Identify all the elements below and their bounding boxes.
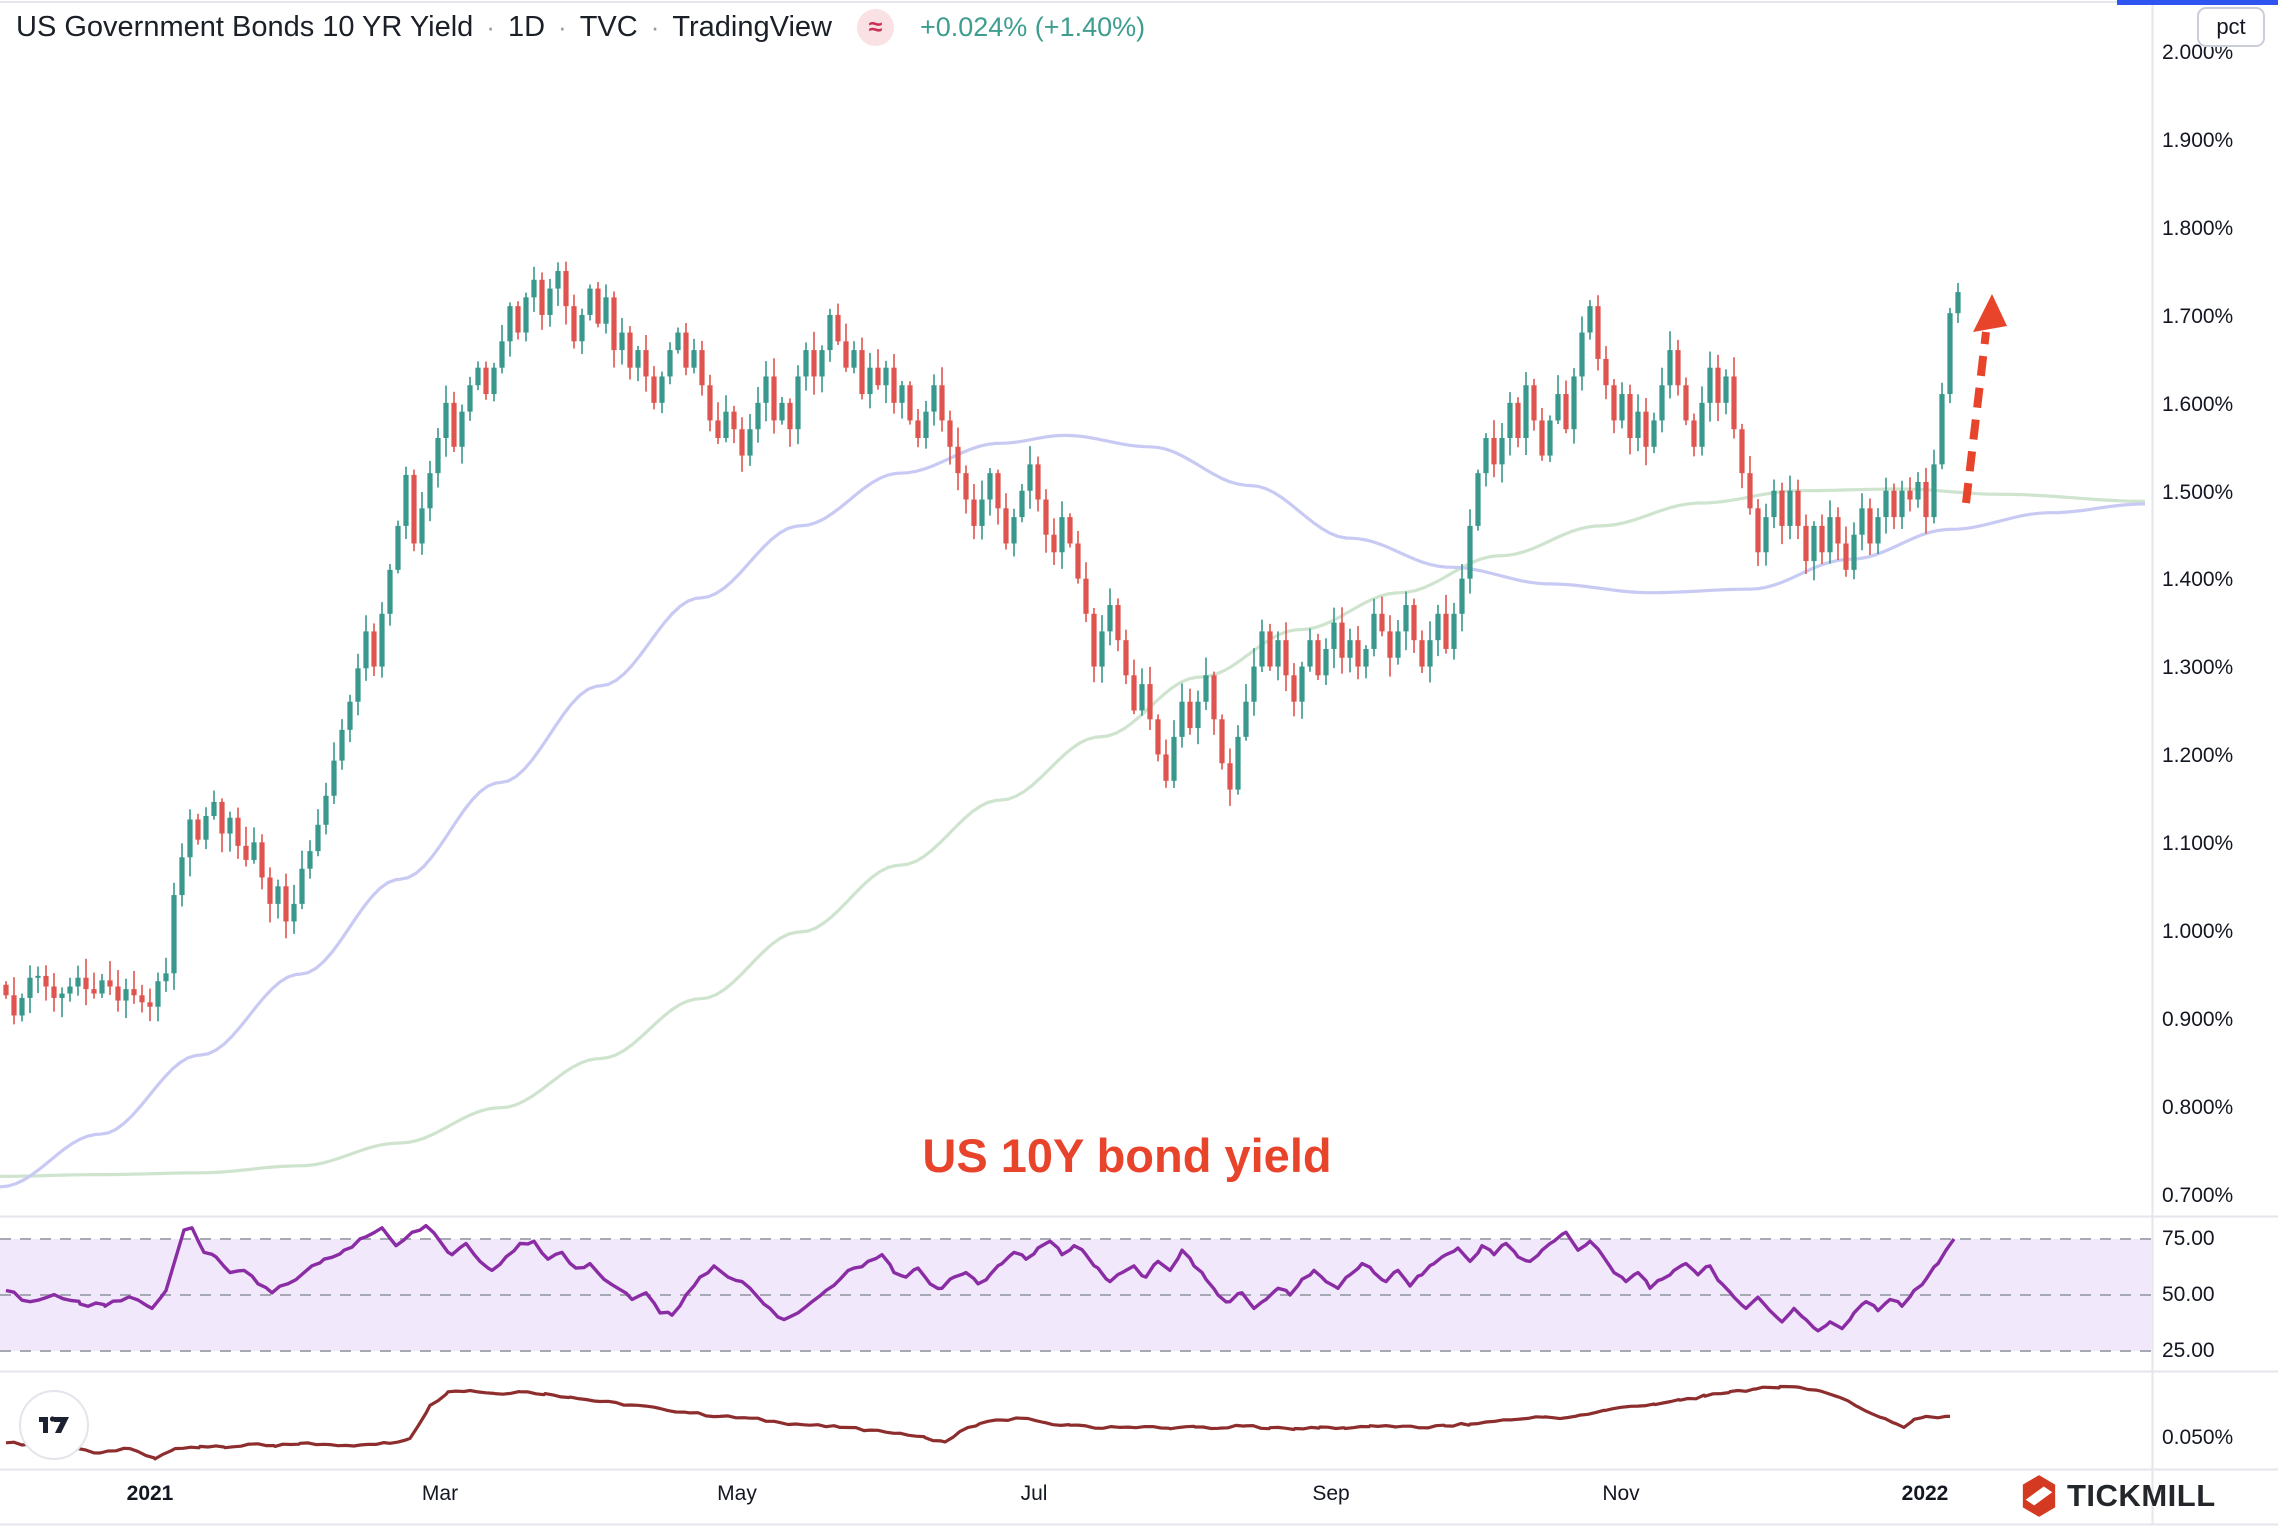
price-tick-label: 0.700%: [2162, 1183, 2234, 1207]
chart-legend: US Government Bonds 10 YR Yield · 1D · T…: [16, 9, 1145, 46]
price-tick-label: 1.000%: [2162, 920, 2234, 943]
time-tick-label: 2022: [1901, 1482, 1949, 1505]
time-tick-label: Mar: [421, 1482, 459, 1505]
trend-arrow-head[interactable]: [1973, 294, 2007, 332]
time-axis[interactable]: [0, 1469, 2152, 1524]
price-tick-label: 1.200%: [2162, 744, 2234, 768]
trend-arrow-line[interactable]: [1962, 331, 1990, 504]
price-tick-label: 1.500%: [2162, 480, 2234, 504]
change-value: +0.024% (+1.40%): [919, 12, 1146, 42]
time-tick-label: Sep: [1312, 1482, 1350, 1505]
ma-lavender-line: [0, 433, 2146, 1189]
time-tick-label: Jul: [1020, 1482, 1048, 1505]
price-unit-button[interactable]: pct: [2197, 7, 2265, 47]
delayed-data-icon[interactable]: ≈: [856, 9, 894, 46]
rsi-tick-label: 75.00: [2162, 1227, 2215, 1250]
atr-pane[interactable]: [0, 1371, 2152, 1469]
interval-label[interactable]: 1D: [507, 11, 546, 43]
tickmill-logo-icon: [2022, 1475, 2056, 1517]
rsi-line: [5, 1223, 1956, 1333]
atr-line: [5, 1384, 1951, 1461]
exchange-label[interactable]: TVC: [579, 11, 638, 43]
main-chart-pane[interactable]: [0, 46, 2152, 1216]
price-axis[interactable]: [2152, 46, 2278, 1469]
loading-bar: [2117, 0, 2278, 5]
tradingview-watermark[interactable]: [19, 1390, 89, 1460]
time-tick-label: May: [717, 1482, 757, 1505]
price-tick-label: 1.300%: [2162, 656, 2234, 680]
legend-separator: ·: [486, 12, 495, 42]
rsi-tick-label: 25.00: [2162, 1339, 2215, 1362]
price-tick-label: 1.400%: [2162, 568, 2234, 592]
tradingview-logo-icon: [39, 1416, 69, 1433]
price-tick-label: 1.700%: [2162, 304, 2234, 328]
atr-tick-label: 0.050%: [2162, 1426, 2234, 1449]
price-tick-label: 0.800%: [2162, 1095, 2234, 1119]
legend-separator: ·: [558, 12, 567, 42]
price-tick-label: 1.900%: [2162, 128, 2234, 152]
candles-layer: [3, 261, 1961, 1025]
rsi-tick-label: 50.00: [2162, 1283, 2215, 1306]
legend-separator: ·: [650, 12, 660, 42]
symbol-title[interactable]: US Government Bonds 10 YR Yield: [16, 11, 474, 43]
tickmill-logo: TICKMILL: [2020, 1474, 2216, 1518]
price-tick-label: 0.900%: [2162, 1007, 2234, 1031]
time-tick-label: Nov: [1602, 1482, 1640, 1505]
rsi-band: [0, 1239, 2152, 1351]
rsi-pane[interactable]: [0, 1216, 2152, 1371]
price-tick-label: 1.600%: [2162, 392, 2234, 416]
price-tick-label: 1.100%: [2162, 832, 2234, 856]
provider-label[interactable]: TradingView: [672, 11, 832, 43]
chart-annotation-text[interactable]: US 10Y bond yield: [922, 1129, 1332, 1182]
time-tick-label: 2021: [126, 1482, 174, 1505]
price-tick-label: 1.800%: [2162, 216, 2234, 240]
tickmill-logo-text: TICKMILL: [2067, 1478, 2216, 1513]
